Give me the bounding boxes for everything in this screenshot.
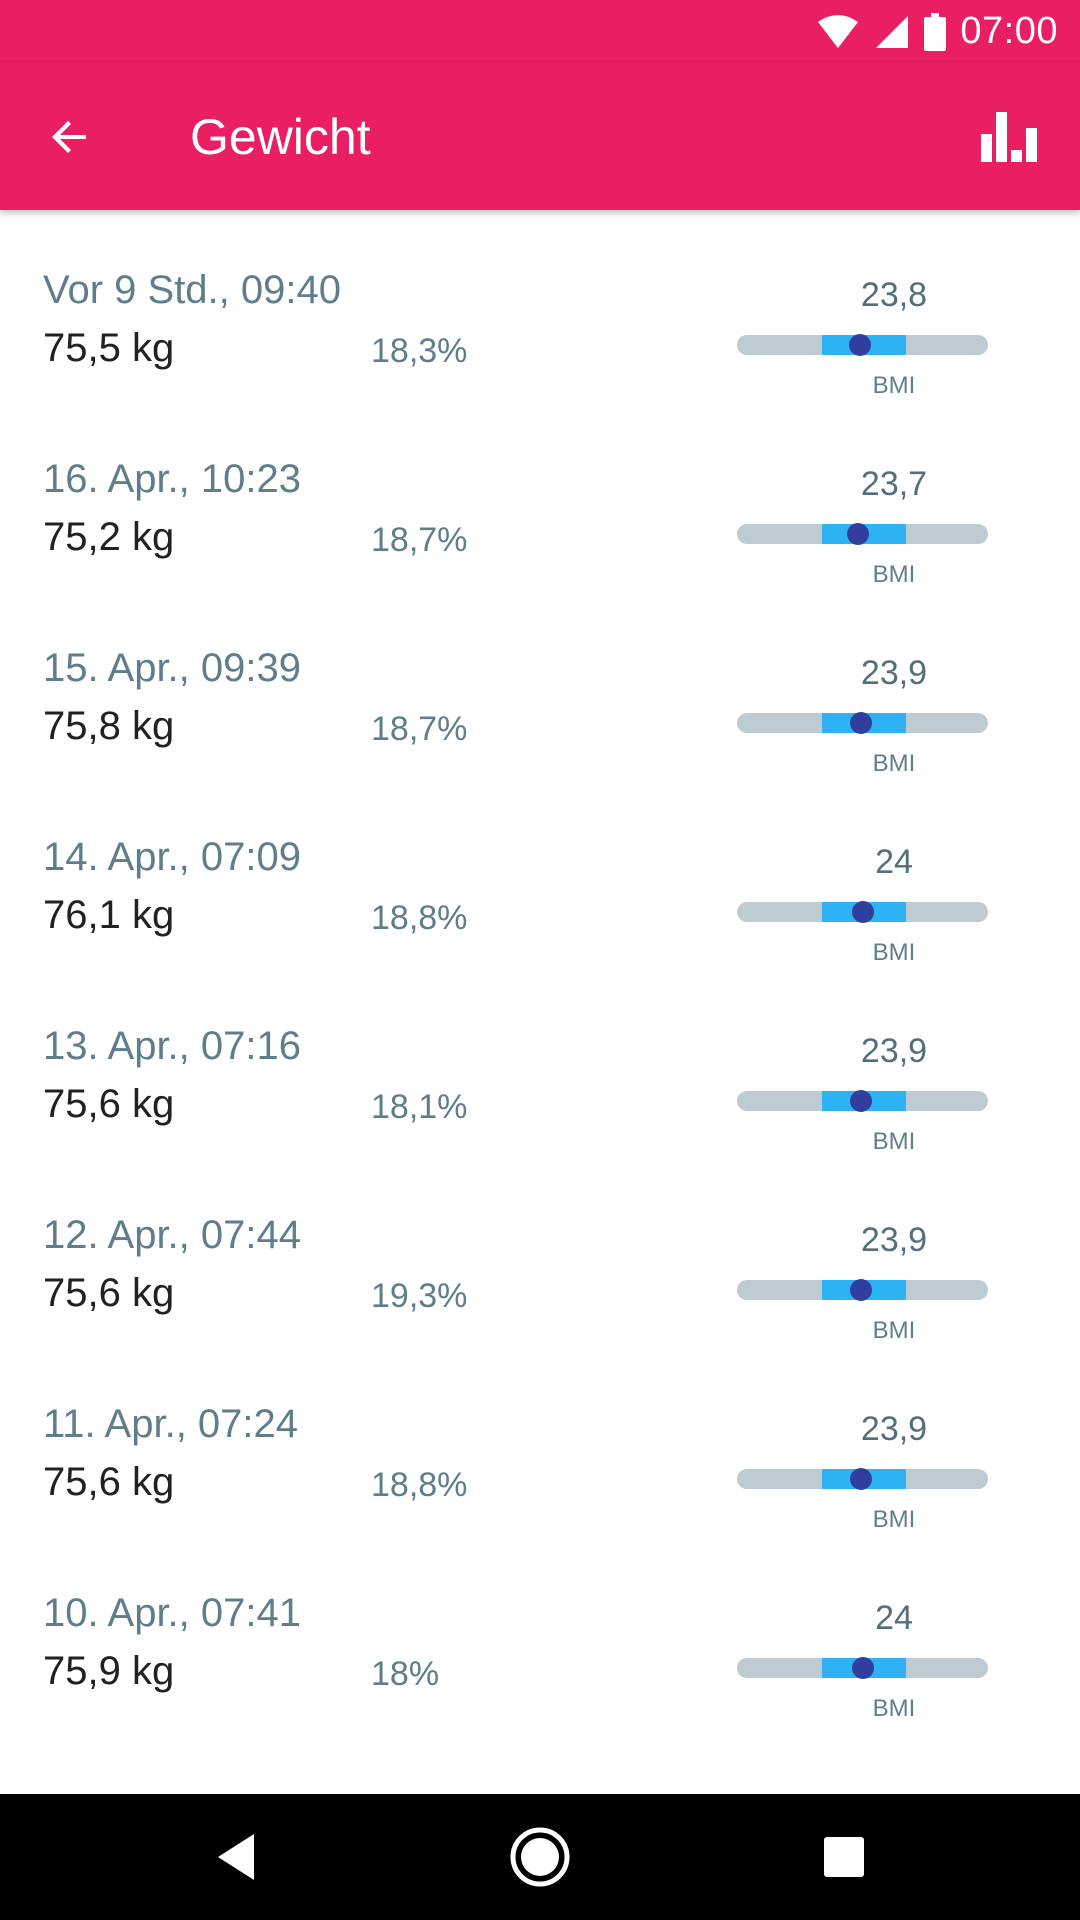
- weight-entry-list[interactable]: Vor 9 Std., 09:40 75,5 kg 18,3% 23,8 BMI 16. …: [0, 210, 1080, 1794]
- bmi-marker: [847, 523, 870, 545]
- list-item[interactable]: 16. Apr., 10:23 75,2 kg 18,7% 23,7 BMI: [0, 399, 1080, 588]
- bmi-marker: [851, 1657, 874, 1679]
- list-item[interactable]: 10. Apr., 07:41 75,9 kg 18% 24 BMI: [0, 1533, 1080, 1722]
- entry-date: 12. Apr., 07:44: [43, 1213, 301, 1257]
- bmi-marker: [850, 1468, 873, 1490]
- bmi-scale: [737, 1657, 988, 1679]
- entry-date: 14. Apr., 07:09: [43, 835, 301, 879]
- bmi-value: 23,7: [860, 465, 928, 503]
- bmi-marker: [848, 334, 871, 356]
- entry-body-fat: 18,1%: [371, 1088, 468, 1126]
- wifi-icon: [818, 14, 859, 48]
- entry-weight: 75,6 kg: [43, 1460, 175, 1504]
- list-item[interactable]: 14. Apr., 07:09 76,1 kg 18,8% 24 BMI: [0, 777, 1080, 966]
- bmi-marker: [850, 1090, 873, 1112]
- bmi-label: BMI: [872, 1128, 916, 1155]
- nav-recents-button[interactable]: [804, 1817, 884, 1897]
- cell-signal-icon: [876, 15, 909, 48]
- entry-date: 13. Apr., 07:16: [43, 1024, 301, 1068]
- entry-body-fat: 18,8%: [371, 1466, 468, 1504]
- bmi-scale: [737, 334, 988, 356]
- entry-date: Vor 9 Std., 09:40: [43, 268, 341, 312]
- list-item[interactable]: 12. Apr., 07:44 75,6 kg 19,3% 23,9 BMI: [0, 1155, 1080, 1344]
- bmi-value: 24: [875, 843, 913, 881]
- entry-date: 16. Apr., 10:23: [43, 457, 301, 501]
- bmi-scale: [737, 901, 988, 923]
- app-bar: Gewicht: [0, 63, 1080, 210]
- bmi-value: 23,9: [860, 1410, 928, 1448]
- bmi-marker: [851, 901, 874, 923]
- entry-weight: 75,9 kg: [43, 1649, 175, 1693]
- back-button[interactable]: [34, 101, 106, 173]
- status-bar: 07:00: [0, 0, 1080, 63]
- nav-home-button[interactable]: [500, 1817, 580, 1897]
- bmi-marker: [850, 1279, 873, 1301]
- navigation-bar: [0, 1794, 1080, 1920]
- page-title: Gewicht: [190, 109, 371, 165]
- bar-chart-icon: [981, 112, 1037, 162]
- nav-back-button[interactable]: [196, 1817, 276, 1897]
- list-item[interactable]: [0, 1722, 1080, 1794]
- entry-body-fat: 18,3%: [371, 332, 468, 370]
- bmi-label: BMI: [872, 1317, 916, 1344]
- entry-body-fat: 18,7%: [371, 521, 468, 559]
- bmi-label: BMI: [872, 1506, 916, 1533]
- bmi-value: 24: [875, 1599, 913, 1637]
- entry-weight: 75,6 kg: [43, 1082, 175, 1126]
- entry-weight: 75,8 kg: [43, 704, 175, 748]
- bmi-label: BMI: [872, 561, 916, 588]
- entry-body-fat: 18,7%: [371, 710, 468, 748]
- list-item[interactable]: 13. Apr., 07:16 75,6 kg 18,1% 23,9 BMI: [0, 966, 1080, 1155]
- bmi-scale: [737, 1468, 988, 1490]
- battery-icon: [924, 12, 947, 51]
- bmi-marker: [850, 712, 873, 734]
- status-icons: 07:00: [816, 0, 1058, 63]
- bmi-label: BMI: [872, 372, 916, 399]
- entry-date: 11. Apr., 07:24: [43, 1402, 299, 1446]
- list-item[interactable]: 11. Apr., 07:24 75,6 kg 18,8% 23,9 BMI: [0, 1344, 1080, 1533]
- chart-button[interactable]: [974, 101, 1046, 173]
- bmi-value: 23,9: [860, 1221, 928, 1259]
- entry-weight: 75,2 kg: [43, 515, 175, 559]
- entry-body-fat: 18,8%: [371, 899, 468, 937]
- status-time: 07:00: [960, 10, 1058, 52]
- entry-weight: 75,5 kg: [43, 326, 175, 370]
- bmi-scale: [737, 1090, 988, 1112]
- entry-body-fat: 19,3%: [371, 1277, 468, 1315]
- nav-back-icon: [218, 1834, 254, 1880]
- bmi-scale: [737, 712, 988, 734]
- nav-recents-icon: [824, 1837, 864, 1877]
- entry-weight: 75,6 kg: [43, 1271, 175, 1315]
- arrow-back-icon: [52, 121, 86, 153]
- bmi-scale: [737, 1279, 988, 1301]
- entry-date: 15. Apr., 09:39: [43, 646, 301, 690]
- list-item[interactable]: 15. Apr., 09:39 75,8 kg 18,7% 23,9 BMI: [0, 588, 1080, 777]
- bmi-label: BMI: [872, 939, 916, 966]
- list-item[interactable]: Vor 9 Std., 09:40 75,5 kg 18,3% 23,8 BMI: [0, 210, 1080, 399]
- bmi-label: BMI: [872, 750, 916, 777]
- entry-body-fat: 18%: [371, 1655, 440, 1693]
- bmi-value: 23,8: [860, 276, 928, 314]
- entry-date: 10. Apr., 07:41: [43, 1591, 301, 1635]
- entry-weight: 76,1 kg: [43, 893, 175, 937]
- bmi-value: 23,9: [860, 654, 928, 692]
- bmi-label: BMI: [872, 1695, 916, 1722]
- nav-home-icon: [510, 1827, 570, 1887]
- bmi-value: 23,9: [860, 1032, 928, 1070]
- bmi-scale: [737, 523, 988, 545]
